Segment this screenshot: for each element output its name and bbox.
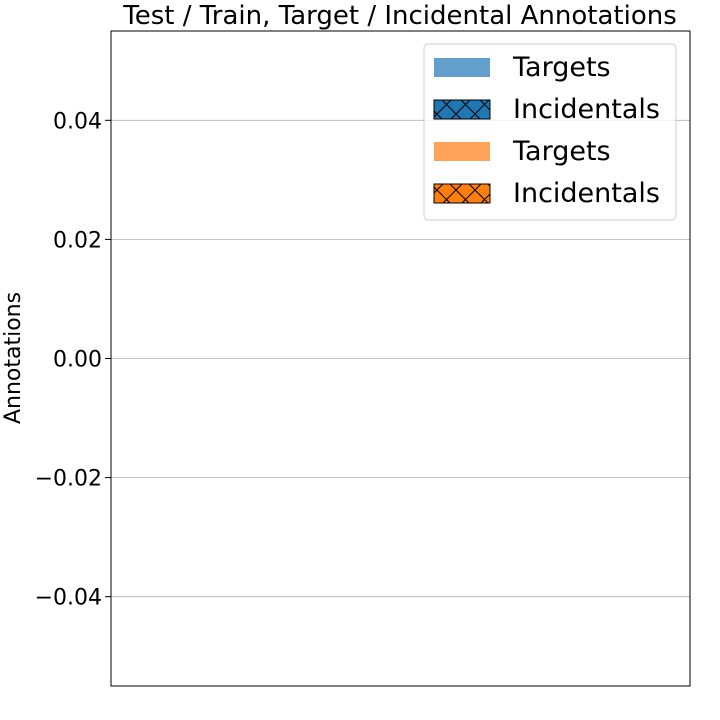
y-axis: 0.04 0.02 0.00 −0.02 −0.04	[35, 109, 111, 611]
legend-hatch	[433, 99, 491, 120]
legend-swatch	[434, 58, 490, 77]
y-tick-label: −0.04	[35, 586, 102, 611]
y-tick-label: 0.00	[53, 348, 102, 373]
legend-swatch	[434, 142, 490, 161]
legend-label: Incidentals	[513, 94, 660, 125]
y-axis-label: Annotations	[1, 292, 26, 424]
legend-hatch	[433, 183, 491, 204]
legend-label: Targets	[512, 52, 611, 83]
legend-box	[423, 43, 677, 221]
y-tick-label: −0.02	[35, 467, 102, 492]
legend-label: Targets	[512, 136, 611, 167]
y-tick-label: 0.02	[53, 228, 102, 253]
chart-title: Test / Train, Target / Incidental Annota…	[122, 1, 677, 31]
y-tick-label: 0.04	[53, 109, 102, 134]
legend-label: Incidentals	[513, 178, 660, 209]
legend: Targets Incidentals Targets Incidentals	[423, 43, 677, 221]
